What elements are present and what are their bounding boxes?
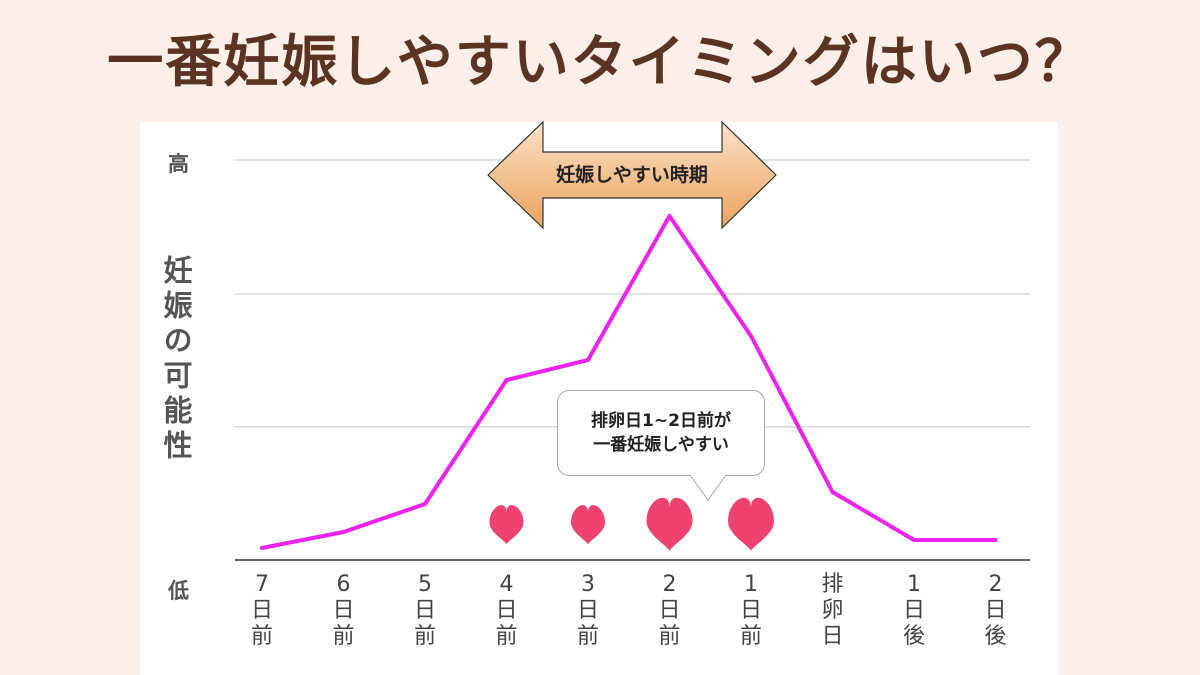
data-point <box>341 530 346 534</box>
data-point <box>830 490 835 494</box>
callout-box: 排卵日1~2日前が 一番妊娠しやすい <box>557 390 765 476</box>
x-tick-label: 排卵日 <box>821 572 844 649</box>
heart-icon <box>646 497 693 552</box>
data-point <box>504 378 509 382</box>
data-point <box>749 334 753 338</box>
heart-icon <box>728 497 774 552</box>
y-low-label: 低 <box>168 579 189 603</box>
callout-line-1: 排卵日1~2日前が <box>591 411 731 431</box>
y-axis-label: 妊娠の可能性 <box>159 255 193 465</box>
heart-icon <box>489 505 524 545</box>
y-high-label: 高 <box>168 152 189 176</box>
heart-icon <box>571 505 605 545</box>
fertile-period-label: 妊娠しやすい時期 <box>556 164 708 186</box>
data-point <box>912 538 916 542</box>
grid-lines <box>235 159 1030 428</box>
series-line <box>261 214 996 550</box>
data-point <box>586 358 590 362</box>
callout-tail <box>689 474 727 501</box>
data-point <box>260 546 264 550</box>
page-title: 一番妊娠しやすいタイミングはいつ？ <box>107 30 1093 95</box>
fertile-period-arrow <box>487 120 777 230</box>
data-point <box>667 214 672 218</box>
data-point <box>993 538 998 542</box>
callout-line-2: 一番妊娠しやすい <box>593 435 729 455</box>
data-point <box>423 502 427 506</box>
